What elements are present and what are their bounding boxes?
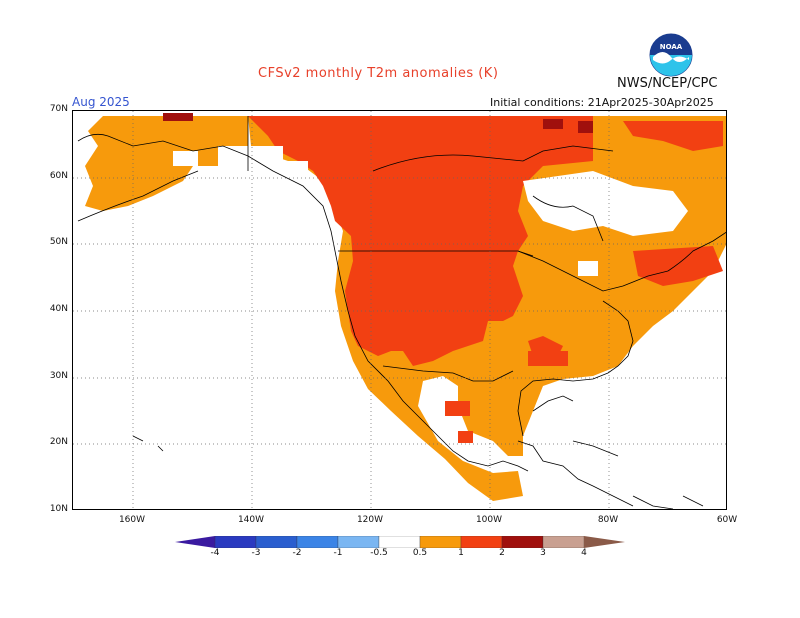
- lon-label-140w: 140W: [237, 515, 265, 525]
- colorbar-segment: [419, 536, 462, 548]
- colorbar-label: 1: [458, 548, 464, 558]
- initial-conditions: Initial conditions: 21Apr2025-30Apr2025: [490, 96, 714, 109]
- lon-label-60w: 60W: [716, 515, 738, 525]
- colorbar: [175, 536, 625, 548]
- lat-label-60n: 60N: [49, 171, 68, 181]
- lat-label-20n: 20N: [49, 437, 68, 447]
- map-canvas: [73, 111, 726, 509]
- lat-label-30n: 30N: [49, 371, 68, 381]
- lat-label-50n: 50N: [49, 237, 68, 247]
- colorbar-label: 3: [540, 548, 546, 558]
- lat-label-70n: 70N: [49, 104, 68, 114]
- colorbar-segment: [255, 536, 298, 548]
- anomaly-map: [72, 110, 727, 510]
- colorbar-label: -3: [251, 548, 261, 558]
- logo-text: NOAA: [660, 43, 683, 51]
- colorbar-label: -1: [333, 548, 343, 558]
- lon-label-100w: 100W: [475, 515, 503, 525]
- colorbar-label: 2: [499, 548, 505, 558]
- colorbar-segment: [337, 536, 380, 548]
- colorbar-label: -2: [292, 548, 302, 558]
- colorbar-segment: [296, 536, 339, 548]
- colorbar-label: 0.5: [412, 548, 428, 558]
- lon-label-160w: 160W: [118, 515, 146, 525]
- noaa-logo-icon: NOAA: [649, 33, 693, 77]
- colorbar-segment: [542, 536, 585, 548]
- anomaly-darkred-region: [163, 113, 593, 133]
- colorbar-segment: [460, 536, 503, 548]
- forecast-month: Aug 2025: [72, 95, 130, 109]
- coastlines: [77, 116, 726, 509]
- colorbar-arrow-high: [584, 536, 625, 548]
- lon-label-80w: 80W: [597, 515, 619, 525]
- lat-label-10n: 10N: [49, 504, 68, 514]
- colorbar-label: -4: [210, 548, 220, 558]
- lat-label-40n: 40N: [49, 304, 68, 314]
- colorbar-label: -0.5: [370, 548, 388, 558]
- anomaly-red-region: [248, 116, 723, 443]
- map-grid: [73, 111, 726, 509]
- colorbar-label: 4: [581, 548, 587, 558]
- colorbar-segment: [214, 536, 257, 548]
- colorbar-segment: [378, 536, 421, 548]
- neutral-patches: [173, 146, 688, 276]
- colorbar-arrow-low: [175, 536, 215, 548]
- colorbar-segment: [501, 536, 544, 548]
- chart-title: CFSv2 monthly T2m anomalies (K): [258, 66, 499, 81]
- agency-label: NWS/NCEP/CPC: [617, 76, 718, 91]
- lon-label-120w: 120W: [356, 515, 384, 525]
